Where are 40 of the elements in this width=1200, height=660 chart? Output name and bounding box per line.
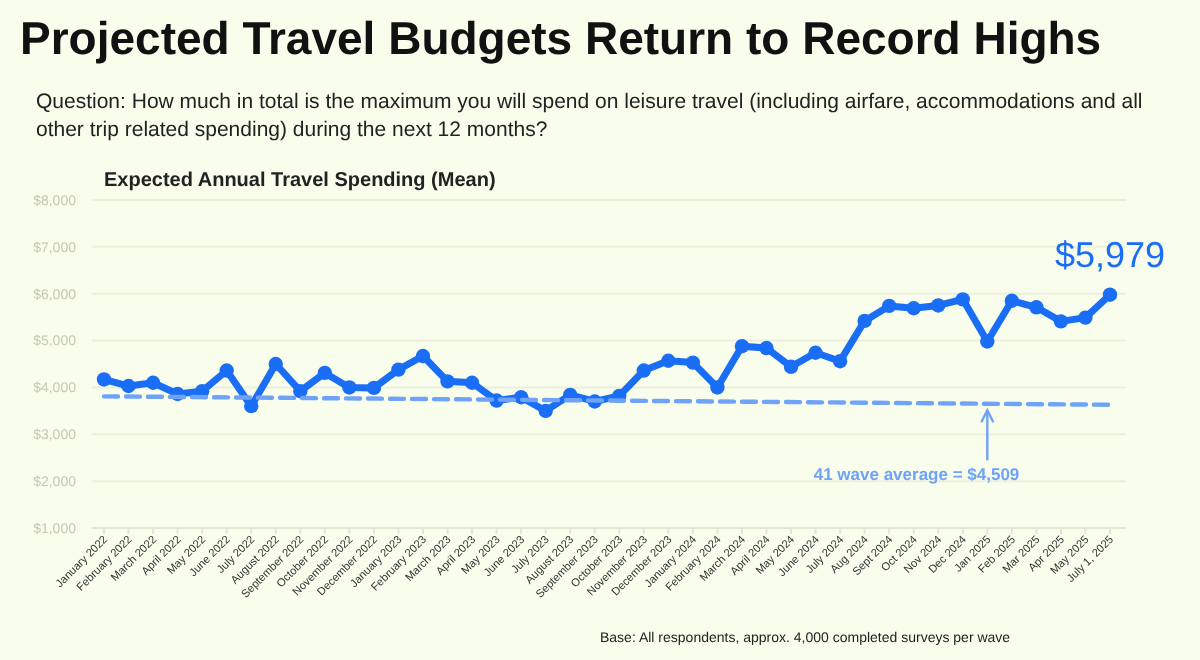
point [342, 380, 357, 395]
point [857, 313, 872, 329]
point [661, 353, 676, 368]
point [219, 363, 234, 378]
point [734, 338, 750, 354]
chart-subtitle: Question: How much in total is the maximum you will spend on leisure travel (including airfare, accommodations and all other trip related spending) during the next 12 months? [36, 90, 1143, 142]
point [268, 356, 283, 372]
point [244, 398, 259, 414]
point [293, 383, 308, 399]
point [391, 362, 406, 377]
data-label: $5,979 [1054, 234, 1166, 275]
point [906, 301, 921, 316]
point [538, 403, 553, 419]
point [1102, 287, 1118, 302]
annotation: 41 wave average = $4,509 [813, 464, 1020, 485]
point [1004, 293, 1020, 308]
point [832, 353, 848, 369]
chart-title: Projected Travel Budgets Return to Record Highs [20, 12, 1102, 64]
point [783, 359, 799, 375]
point [931, 298, 946, 313]
point [366, 380, 382, 396]
point [317, 365, 333, 381]
point [808, 345, 823, 360]
point [636, 363, 651, 378]
point [685, 355, 701, 370]
point [121, 378, 136, 394]
y-axis-title: Expected Annual Travel Spending (Mean) [104, 170, 496, 192]
point [759, 340, 774, 356]
point [710, 380, 725, 395]
point [145, 375, 161, 390]
point [440, 374, 455, 389]
point [980, 334, 995, 349]
point [1053, 314, 1069, 329]
point [96, 372, 112, 387]
point [881, 298, 897, 314]
point [955, 292, 970, 307]
point [1029, 300, 1044, 315]
point [415, 348, 431, 364]
point [464, 375, 480, 390]
point [1078, 310, 1093, 325]
